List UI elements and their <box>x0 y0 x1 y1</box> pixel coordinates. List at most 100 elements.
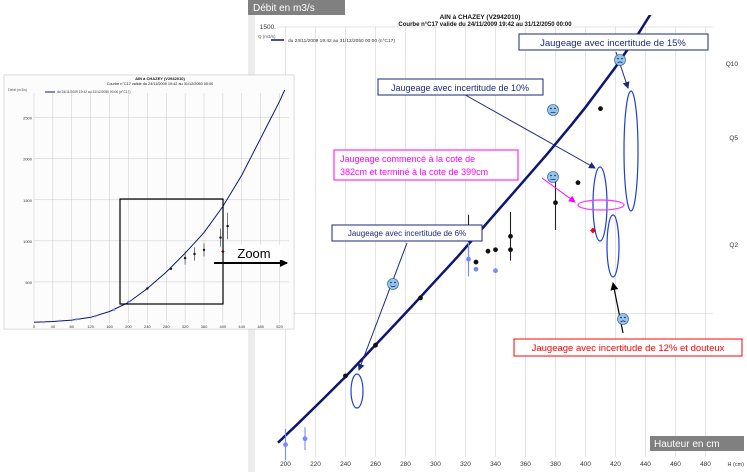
gauge-point <box>343 373 348 379</box>
x-tick-label: 480 <box>700 461 711 468</box>
return-period-label: Q2 <box>729 242 738 249</box>
gauge-point <box>169 267 173 270</box>
zoom-area-box <box>119 198 224 305</box>
x-tick-label: 360 <box>201 324 208 329</box>
big-legend-text: du 24/11/2009 19:42 au 31/12/2050 00:00 … <box>288 38 395 44</box>
gauge-point <box>183 256 187 260</box>
return-period-label: Q5 <box>729 135 738 142</box>
neutral-face-icon <box>547 104 559 116</box>
x-tick-label: 300 <box>430 461 441 468</box>
x-tick-label: 120 <box>87 324 94 329</box>
gauge-point-blue <box>58 319 62 323</box>
small-gauge-points <box>42 212 229 324</box>
annotation-cote-line2: 382cm et terminé à la cote de 399cm <box>340 167 488 177</box>
y-axis-tag-label: Débit en m3/s <box>253 3 315 14</box>
gauge-point-blue <box>113 308 116 312</box>
annotation-err10: Jaugeage avec incertitude de 10% <box>377 78 544 96</box>
ellipse-cote <box>577 199 625 211</box>
annotation-err6-text: Jaugeage avec incertitude de 6% <box>348 229 466 238</box>
big-gauge-points <box>283 106 603 461</box>
y-tick-label: 2000 <box>23 157 33 162</box>
big-y-small-label: Q (m3/s) <box>258 34 276 39</box>
smiley-face-icon <box>387 278 399 290</box>
y-tick-label: 1000 <box>23 239 33 244</box>
x-tick-label: 340 <box>490 461 501 468</box>
gauge-point-blue <box>75 318 78 321</box>
gauge-point <box>553 200 558 206</box>
y-tick-label: 2500 <box>23 116 33 121</box>
x-tick-label: 260 <box>370 461 381 468</box>
annotation-cote-line1: Jaugeage commencé à la cote de <box>340 154 475 164</box>
x-tick-label: 320 <box>460 461 471 468</box>
gauge-point <box>418 295 423 301</box>
annotation-err12-text: Jaugeage avec incertitude de 12% et dout… <box>532 343 725 354</box>
x-tick-label: 520 <box>276 324 283 329</box>
annotation-err12: Jaugeage avec incertitude de 12% et dout… <box>513 338 743 357</box>
big-chart-title: AIN à CHAZEY (V2942010) <box>440 14 521 21</box>
x-tick-label: 420 <box>610 461 621 468</box>
big-chart-grid <box>278 26 713 457</box>
small-legend-text: du 24/11/2009 19:42 au 31/12/2050 00:00 … <box>57 90 130 94</box>
ellipse-15pct <box>623 90 639 212</box>
big-right-labels: Q10 Q5 Q2 <box>726 61 739 249</box>
y-axis-tag <box>248 0 345 15</box>
gauge-point <box>146 287 149 290</box>
small-y-ticks: 2500 2000 1500 1000 500 <box>23 116 33 285</box>
small-x-ticks: 0 40 80 120 160 200 240 280 320 360 400 440 480 520 <box>33 324 284 329</box>
gauge-point <box>202 248 206 252</box>
x-tick-label: 80 <box>70 324 75 329</box>
neutral-face-icon <box>547 171 559 183</box>
x-tick-label: 40 <box>51 324 56 329</box>
big-chart-subtitle: Courbe n°C17 valide du 24/11/2009 19:42 … <box>398 22 572 28</box>
highlight-ellipses <box>350 90 639 409</box>
gauge-point <box>473 259 479 265</box>
x-tick-label: 200 <box>280 461 291 468</box>
big-x-small-label: H (cm) <box>728 462 745 468</box>
gauge-point-blue <box>302 436 308 442</box>
ellipse-6pct <box>350 373 364 409</box>
x-tick-label: 240 <box>340 461 351 468</box>
x-tick-label: 160 <box>106 324 113 329</box>
gauge-point <box>373 342 378 348</box>
gauge-point <box>508 247 513 253</box>
x-tick-label: 0 <box>33 324 36 329</box>
gauge-point <box>193 252 196 256</box>
gauge-point <box>485 248 491 254</box>
y-tick-label: 500 <box>25 280 32 285</box>
gauge-point <box>219 236 222 239</box>
ellipse-12pct <box>606 214 620 278</box>
arrow-cote <box>541 177 576 203</box>
annotation-err15-text: Jaugeage avec incertitude de 15% <box>540 38 686 49</box>
x-tick-label: 460 <box>670 461 681 468</box>
small-chart-subtitle: Courbe n°C17 valide du 24/11/2009 19:42 … <box>107 82 214 86</box>
x-tick-label: 280 <box>163 324 170 329</box>
gauge-point <box>575 180 581 186</box>
arrow-6pct <box>357 242 408 371</box>
gauge-point-blue <box>466 256 471 262</box>
x-tick-label: 440 <box>640 461 651 468</box>
gauge-point-blue <box>94 314 97 318</box>
gauge-point <box>226 224 229 228</box>
small-chart-title: AIN à CHAZEY (V2942010) <box>135 76 185 81</box>
x-tick-label: 400 <box>220 324 227 329</box>
x-tick-label: 200 <box>125 324 132 329</box>
sad-face-icon <box>614 54 626 66</box>
gauge-point-blue <box>493 268 498 274</box>
x-tick-label: 220 <box>310 461 321 468</box>
arrow-12pct <box>610 282 624 334</box>
x-tick-label: 240 <box>144 324 151 329</box>
small-chart-grid <box>33 93 289 323</box>
x-tick-label: 380 <box>550 461 561 468</box>
annotation-cote: Jaugeage commencé à la cote de 382cm et … <box>333 149 519 181</box>
return-period-label: Q10 <box>726 61 739 68</box>
arrow-10pct <box>459 91 596 169</box>
ellipse-10pct <box>592 166 608 242</box>
gauge-point-blue <box>42 320 45 324</box>
gauge-point <box>508 233 513 239</box>
small-rating-curve <box>33 90 286 323</box>
gauge-point-blue <box>127 300 130 303</box>
x-tick-label: 440 <box>238 324 245 329</box>
x-axis-tag <box>650 436 744 451</box>
big-x-ticks: 200 220 240 260 280 300 320 340 360 380 400 420 440 4… <box>280 461 711 468</box>
